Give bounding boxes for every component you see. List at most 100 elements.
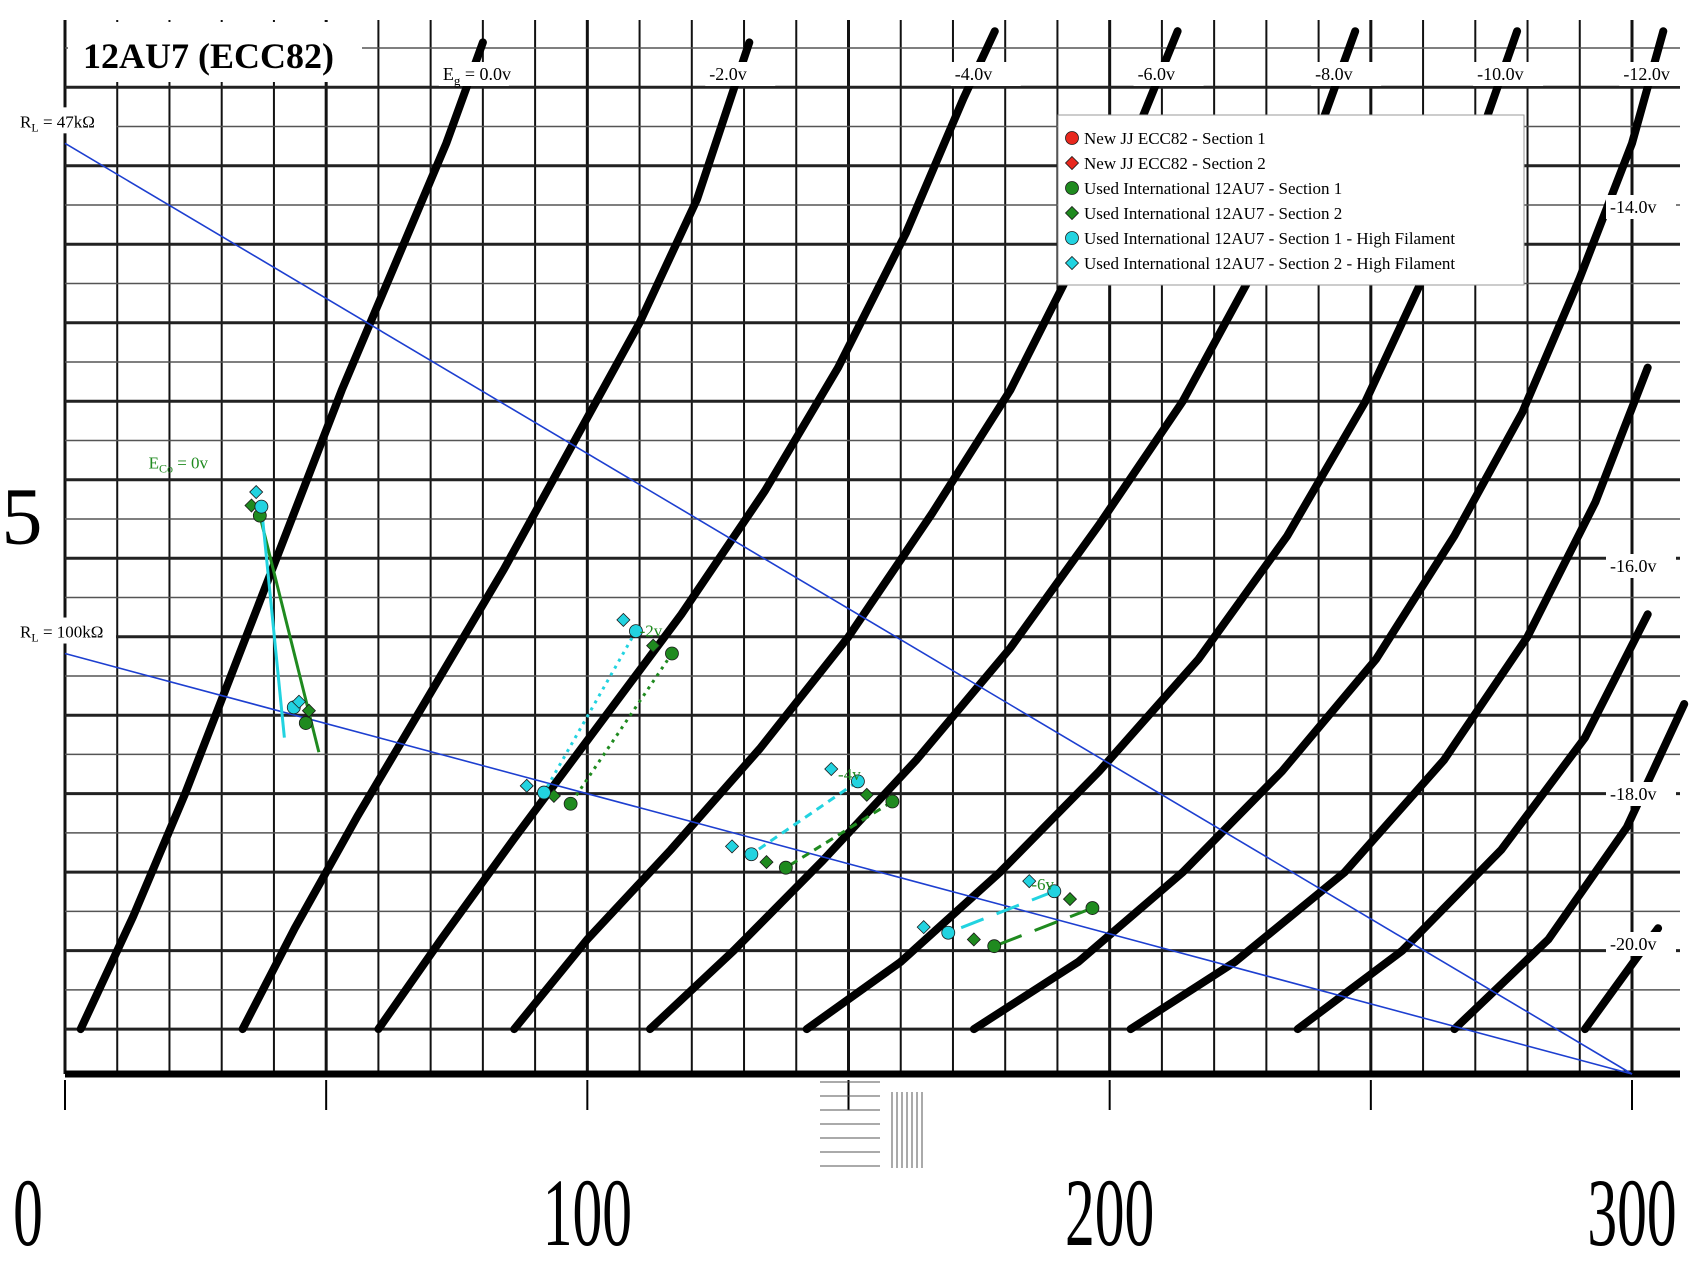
bias-label: -2v (640, 622, 663, 641)
grid-curve (969, 27, 1668, 1034)
data-point (1047, 884, 1062, 899)
connector-line (569, 652, 674, 805)
legend-marker (1064, 155, 1080, 171)
data-point (298, 716, 313, 730)
grid-curve (238, 38, 754, 1034)
data-point (629, 624, 643, 638)
title-background (68, 22, 362, 82)
load-line (64, 142, 1633, 1075)
grid-curve (1293, 610, 1652, 1034)
data-point (778, 860, 793, 875)
legend-marker (1065, 131, 1079, 145)
load-line-label-background (16, 107, 116, 134)
bias-label: ECo = 0v (149, 454, 209, 476)
legend-marker (1065, 181, 1079, 195)
data-point (291, 694, 307, 709)
curve-label: -2.0v (709, 64, 747, 84)
load-lines (64, 142, 1633, 1075)
legend-label: Used International 12AU7 - Section 2 - H… (1084, 254, 1455, 273)
curve-label-background (1606, 782, 1676, 806)
axis-ticks: 0 100 200 300 5 (2, 470, 1677, 1266)
curve-label-background (1311, 62, 1382, 86)
curve-label: -20.0v (1610, 934, 1657, 954)
curve-label-background (1606, 195, 1676, 219)
grid-curve (76, 38, 487, 1034)
legend-label: Used International 12AU7 - Section 1 (1084, 179, 1342, 198)
data-point (1062, 892, 1078, 907)
bias-label: -4v (838, 765, 861, 784)
x-tick-label: 200 (1065, 1161, 1154, 1267)
curve-label: -14.0v (1610, 197, 1657, 217)
x-tick-label: 300 (1587, 1161, 1676, 1267)
data-point (916, 920, 931, 935)
curve-label-background (1133, 62, 1204, 86)
chart-labels: Eg = 0.0v -2.0v -4.0v -6.0v -8.0v -10.0v -12.0… (16, 62, 1690, 956)
connector-line (542, 630, 638, 794)
data-point (616, 612, 631, 627)
chart-legend: New JJ ECC82 - Section 1 New JJ ECC82 - S… (1057, 114, 1525, 286)
legend-label: New JJ ECC82 - Section 2 (1084, 154, 1266, 173)
data-point (249, 484, 264, 500)
curve-label-background (1606, 932, 1676, 956)
data-point (987, 939, 1002, 954)
data-point (254, 499, 269, 514)
data-point (966, 932, 981, 947)
data-point (885, 794, 900, 809)
x-tick-label: 100 (543, 1161, 632, 1267)
legend-box (1057, 114, 1525, 286)
measurement-markers (244, 484, 1100, 954)
curve-label-background (1473, 62, 1544, 86)
data-point (646, 638, 661, 653)
curve-label: -6.0v (1138, 64, 1176, 84)
curve-label: -12.0v (1623, 64, 1670, 84)
load-line-label: RL = 47kΩ (20, 112, 95, 134)
plot-grid (63, 20, 1680, 1078)
curve-label: -8.0v (1315, 64, 1353, 84)
bias-label: -6v (1031, 875, 1054, 894)
curve-label: -4.0v (955, 64, 993, 84)
legend-label: Used International 12AU7 - Section 2 (1084, 204, 1342, 223)
data-point (759, 855, 774, 870)
data-point (1022, 874, 1037, 889)
data-point (941, 925, 956, 940)
connector-line (785, 800, 894, 869)
data-point (301, 703, 316, 718)
legend-marker (1064, 205, 1080, 221)
grid-curve (1126, 363, 1652, 1034)
curve-label-background (950, 62, 1021, 86)
curve-label: -16.0v (1610, 556, 1657, 576)
connector-line (993, 906, 1093, 948)
chart-title: 12AU7 (ECC82) (83, 36, 334, 76)
curve-label: -10.0v (1477, 64, 1524, 84)
curve-label-background (1619, 62, 1690, 86)
data-point (851, 774, 865, 789)
x-tick-label: 0 (13, 1161, 43, 1267)
data-point (537, 785, 551, 800)
data-point (859, 787, 874, 802)
curve-label: Eg = 0.0v (443, 64, 511, 88)
legend-marker (1065, 231, 1079, 245)
curve-label-background (438, 62, 509, 86)
connector-line (750, 780, 859, 856)
resolution-mark (820, 1081, 923, 1168)
connector-line (947, 889, 1055, 935)
legend-label: New JJ ECC82 - Section 1 (1084, 129, 1266, 148)
legend-marker (1064, 255, 1080, 271)
curve-label-background (1606, 554, 1676, 578)
load-line-label-background (16, 617, 116, 644)
data-point (519, 778, 534, 793)
connector-line (259, 506, 286, 738)
grid-curve (374, 27, 999, 1034)
curve-label: -18.0v (1610, 784, 1657, 804)
data-point (563, 796, 578, 811)
grid-curve (1450, 700, 1689, 1034)
data-point (824, 761, 839, 777)
load-line (64, 652, 1633, 1075)
data-point (724, 839, 740, 854)
curve-label-background (705, 62, 776, 86)
data-point (1085, 901, 1100, 915)
load-line-label: RL = 100kΩ (20, 623, 103, 645)
data-point (665, 646, 679, 661)
